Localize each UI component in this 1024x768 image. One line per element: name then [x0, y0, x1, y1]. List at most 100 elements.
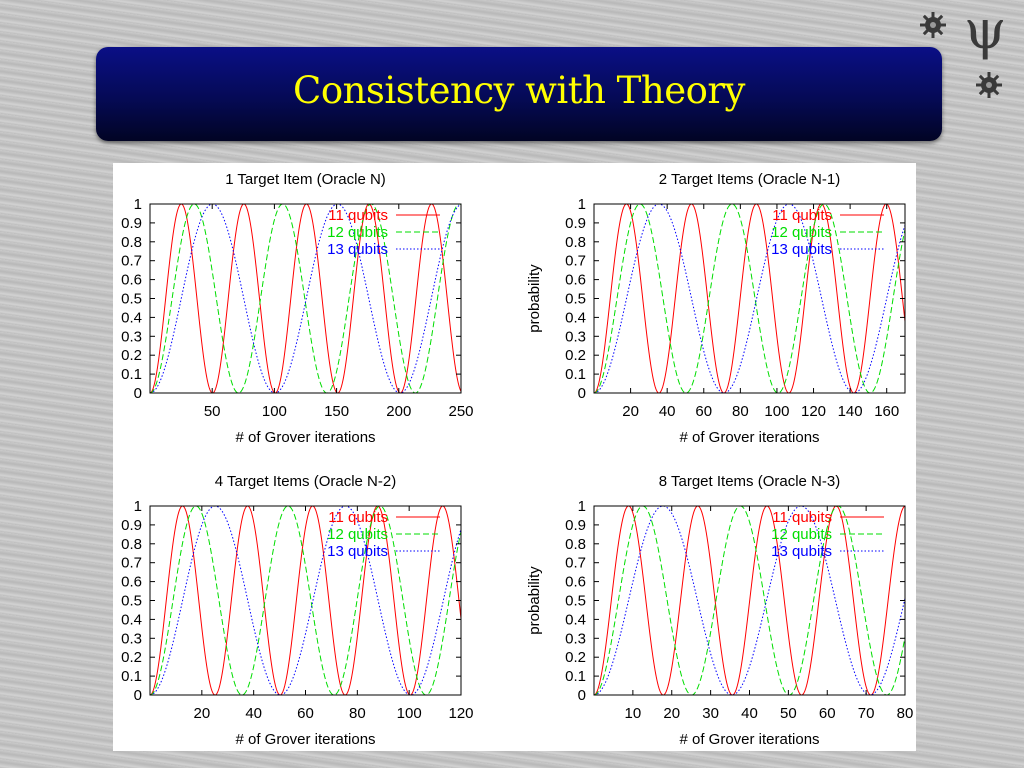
- y-tick-label: 1: [578, 196, 586, 213]
- y-tick-label: 0.8: [121, 536, 142, 553]
- x-tick-label: 100: [262, 403, 287, 420]
- slide-title: Consistency with Theory: [293, 68, 745, 112]
- x-axis-label: # of Grover iterations: [235, 731, 375, 748]
- y-tick-label: 1: [134, 196, 142, 213]
- legend-label: 11 qubits: [328, 509, 388, 526]
- series-line-13-qubits: [594, 506, 905, 695]
- x-tick-label: 160: [874, 403, 899, 420]
- y-tick-label: 0.9: [121, 517, 142, 534]
- x-tick-label: 80: [349, 705, 366, 722]
- y-tick-label: 0.7: [121, 253, 142, 270]
- legend-label: 12 qubits: [771, 526, 832, 543]
- x-tick-label: 50: [204, 403, 221, 420]
- y-tick-label: 0.2: [565, 649, 586, 666]
- legend-label: 12 qubits: [327, 526, 388, 543]
- psi-symbol-icon: ψ: [964, 0, 1007, 61]
- y-tick-label: 0.6: [121, 574, 142, 591]
- chart-title: 4 Target Items (Oracle N-2): [215, 473, 396, 490]
- chart-title: 1 Target Item (Oracle N): [225, 171, 386, 188]
- y-tick-label: 0.7: [565, 555, 586, 572]
- x-tick-label: 60: [695, 403, 712, 420]
- legend-label: 11 qubits: [772, 207, 832, 224]
- x-tick-label: 50: [780, 705, 797, 722]
- legend-label: 12 qubits: [327, 224, 388, 241]
- y-tick-label: 0.6: [121, 272, 142, 289]
- gear-icon: [976, 72, 1002, 98]
- y-tick-label: 0.8: [565, 536, 586, 553]
- series-line-13-qubits: [150, 204, 461, 393]
- y-tick-label: 0.1: [121, 366, 142, 383]
- y-tick-label: 0.8: [565, 234, 586, 251]
- series-line-11-qubits: [594, 506, 905, 695]
- series-group: [594, 506, 905, 695]
- y-tick-label: 1: [578, 498, 586, 515]
- title-banner: Consistency with Theory: [96, 47, 942, 141]
- y-tick-label: 0.5: [565, 593, 586, 610]
- x-tick-label: 20: [622, 403, 639, 420]
- y-tick-label: 0: [578, 687, 586, 704]
- y-tick-label: 0.5: [121, 593, 142, 610]
- chart-2: 2 Target Items (Oracle N-1) 0 0.1 0.2 0.3 0.4…: [526, 171, 906, 446]
- y-tick-label: 0.1: [121, 668, 142, 685]
- series-line-12-qubits: [150, 506, 461, 695]
- y-tick-label: 0.3: [121, 630, 142, 647]
- legend-label: 13 qubits: [771, 241, 832, 258]
- chart-title: 2 Target Items (Oracle N-1): [659, 171, 840, 188]
- y-tick-label: 0.2: [121, 347, 142, 364]
- x-tick-label: 60: [819, 705, 836, 722]
- y-tick-label: 0.4: [121, 309, 142, 326]
- y-tick-label: 0.3: [565, 630, 586, 647]
- x-axis-label: # of Grover iterations: [235, 429, 375, 446]
- chart-4: 8 Target Items (Oracle N-3) 0 0.1 0.2 0.3 0.4…: [526, 473, 913, 748]
- y-tick-label: 0.9: [565, 215, 586, 232]
- legend-label: 13 qubits: [771, 543, 832, 560]
- y-tick-label: 0.4: [565, 309, 586, 326]
- x-tick-label: 100: [397, 705, 422, 722]
- y-tick-label: 1: [134, 498, 142, 515]
- x-tick-label: 120: [448, 705, 473, 722]
- y-tick-label: 0.9: [565, 517, 586, 534]
- x-tick-label: 40: [659, 403, 676, 420]
- y-tick-label: 0.7: [565, 253, 586, 270]
- series-line-12-qubits: [594, 506, 905, 695]
- y-axis-label: probability: [526, 566, 543, 635]
- y-tick-label: 0.4: [565, 611, 586, 628]
- x-tick-label: 20: [663, 705, 680, 722]
- y-tick-label: 0.5: [121, 291, 142, 308]
- x-tick-label: 30: [702, 705, 719, 722]
- x-tick-label: 80: [897, 705, 914, 722]
- chart-3: 4 Target Items (Oracle N-2) 0 0.1 0.2 0.3 0.4…: [121, 473, 473, 748]
- y-tick-label: 0.3: [121, 328, 142, 345]
- y-tick-label: 0.6: [565, 574, 586, 591]
- y-tick-label: 0.9: [121, 215, 142, 232]
- x-axis-label: # of Grover iterations: [679, 429, 819, 446]
- y-axis-label: probability: [526, 264, 543, 333]
- legend-label: 13 qubits: [327, 241, 388, 258]
- y-tick-label: 0.1: [565, 668, 586, 685]
- x-tick-label: 40: [245, 705, 262, 722]
- legend-label: 12 qubits: [771, 224, 832, 241]
- series-line-12-qubits: [594, 204, 905, 393]
- x-tick-label: 60: [297, 705, 314, 722]
- charts-panel: 1 Target Item (Oracle N) 0 0.1 0.2 0.3 0.4 0.5…: [113, 163, 916, 751]
- x-tick-label: 70: [858, 705, 875, 722]
- x-tick-label: 200: [386, 403, 411, 420]
- x-tick-label: 80: [732, 403, 749, 420]
- x-tick-label: 20: [193, 705, 210, 722]
- y-tick-label: 0.8: [121, 234, 142, 251]
- x-tick-label: 100: [764, 403, 789, 420]
- legend-label: 11 qubits: [772, 509, 832, 526]
- y-tick-label: 0.6: [565, 272, 586, 289]
- y-tick-label: 0.2: [121, 649, 142, 666]
- y-tick-label: 0.1: [565, 366, 586, 383]
- legend-label: 11 qubits: [328, 207, 388, 224]
- chart-title: 8 Target Items (Oracle N-3): [659, 473, 840, 490]
- gear-icon: [920, 12, 946, 38]
- y-tick-label: 0.2: [565, 347, 586, 364]
- x-tick-label: 250: [448, 403, 473, 420]
- x-tick-label: 150: [324, 403, 349, 420]
- charts-svg: 1 Target Item (Oracle N)00.10.20.30.40.5…: [121, 171, 913, 748]
- x-tick-label: 10: [625, 705, 642, 722]
- y-tick-label: 0: [134, 687, 142, 704]
- chart-1: 1 Target Item (Oracle N) 0 0.1 0.2 0.3 0.40.5…: [121, 171, 473, 446]
